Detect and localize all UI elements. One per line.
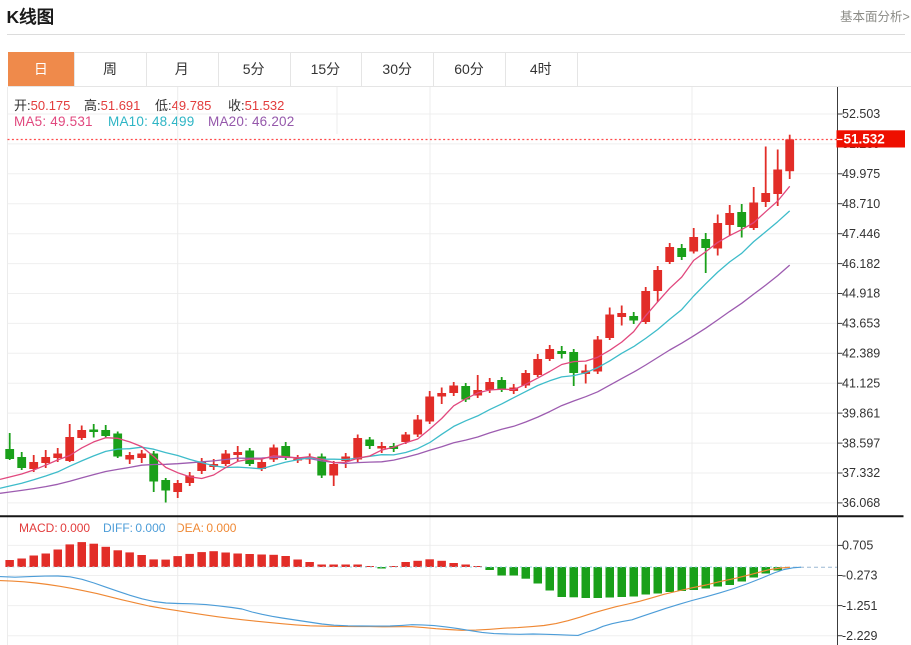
svg-text:-0.273: -0.273 — [842, 569, 877, 583]
svg-text:44.918: 44.918 — [842, 287, 880, 301]
svg-text:46.182: 46.182 — [842, 257, 880, 271]
svg-text:-1.251: -1.251 — [842, 599, 877, 613]
svg-text:0.705: 0.705 — [842, 539, 873, 553]
svg-text:38.597: 38.597 — [842, 436, 880, 450]
svg-text:-2.229: -2.229 — [842, 629, 877, 643]
svg-text:49.975: 49.975 — [842, 167, 880, 181]
svg-text:36.068: 36.068 — [842, 496, 880, 510]
svg-text:48.710: 48.710 — [842, 197, 880, 211]
svg-text:51.532: 51.532 — [844, 132, 885, 147]
svg-text:43.653: 43.653 — [842, 317, 880, 331]
svg-text:52.503: 52.503 — [842, 107, 880, 121]
svg-text:37.332: 37.332 — [842, 466, 880, 480]
svg-text:42.389: 42.389 — [842, 347, 880, 361]
svg-text:41.125: 41.125 — [842, 376, 880, 390]
svg-text:39.861: 39.861 — [842, 406, 880, 420]
svg-text:47.446: 47.446 — [842, 227, 880, 241]
